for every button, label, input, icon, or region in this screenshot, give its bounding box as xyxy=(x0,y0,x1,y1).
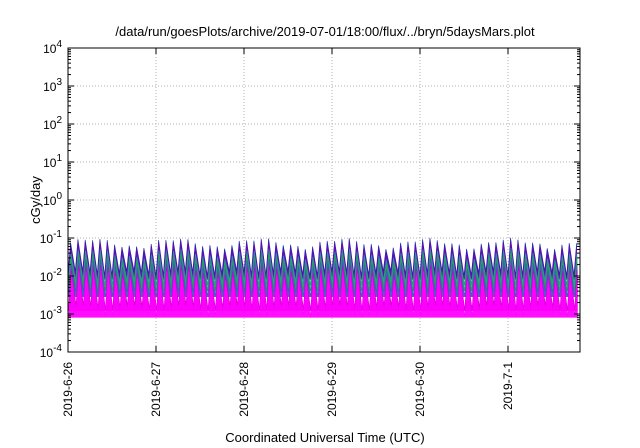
y-tick-label: 10-3 xyxy=(40,305,63,322)
series-7-area xyxy=(68,269,578,318)
series-group xyxy=(68,237,578,318)
x-tick-label: 2019-6-29 xyxy=(325,362,339,417)
y-tick-label: 102 xyxy=(43,115,62,132)
x-tick-label: 2019-7-1 xyxy=(501,362,515,410)
y-tick-label: 101 xyxy=(43,153,62,170)
chart-title: /data/run/goesPlots/archive/2019-07-01/1… xyxy=(115,24,535,39)
x-axis-label: Coordinated Universal Time (UTC) xyxy=(225,430,424,445)
y-tick-label: 10-2 xyxy=(40,267,63,284)
y-tick-label: 10-4 xyxy=(40,343,63,360)
y-tick-label: 104 xyxy=(43,39,62,56)
y-axis-label: cGy/day xyxy=(28,176,43,224)
x-tick-label: 2019-6-27 xyxy=(149,362,163,417)
x-axis: 2019-6-26 2019-6-27 2019-6-28 2019-6-29 2019… xyxy=(61,48,515,417)
y-tick-label: 103 xyxy=(43,77,62,94)
x-tick-label: 2019-6-26 xyxy=(61,362,75,417)
y-tick-label: 10-1 xyxy=(40,229,63,246)
x-tick-label: 2019-6-28 xyxy=(237,362,251,417)
y-axis: 10-4 10-3 10-2 10-1 100 101 102 103 104 xyxy=(40,39,580,360)
x-tick-label: 2019-6-30 xyxy=(413,362,427,417)
y-tick-label: 100 xyxy=(43,191,62,208)
